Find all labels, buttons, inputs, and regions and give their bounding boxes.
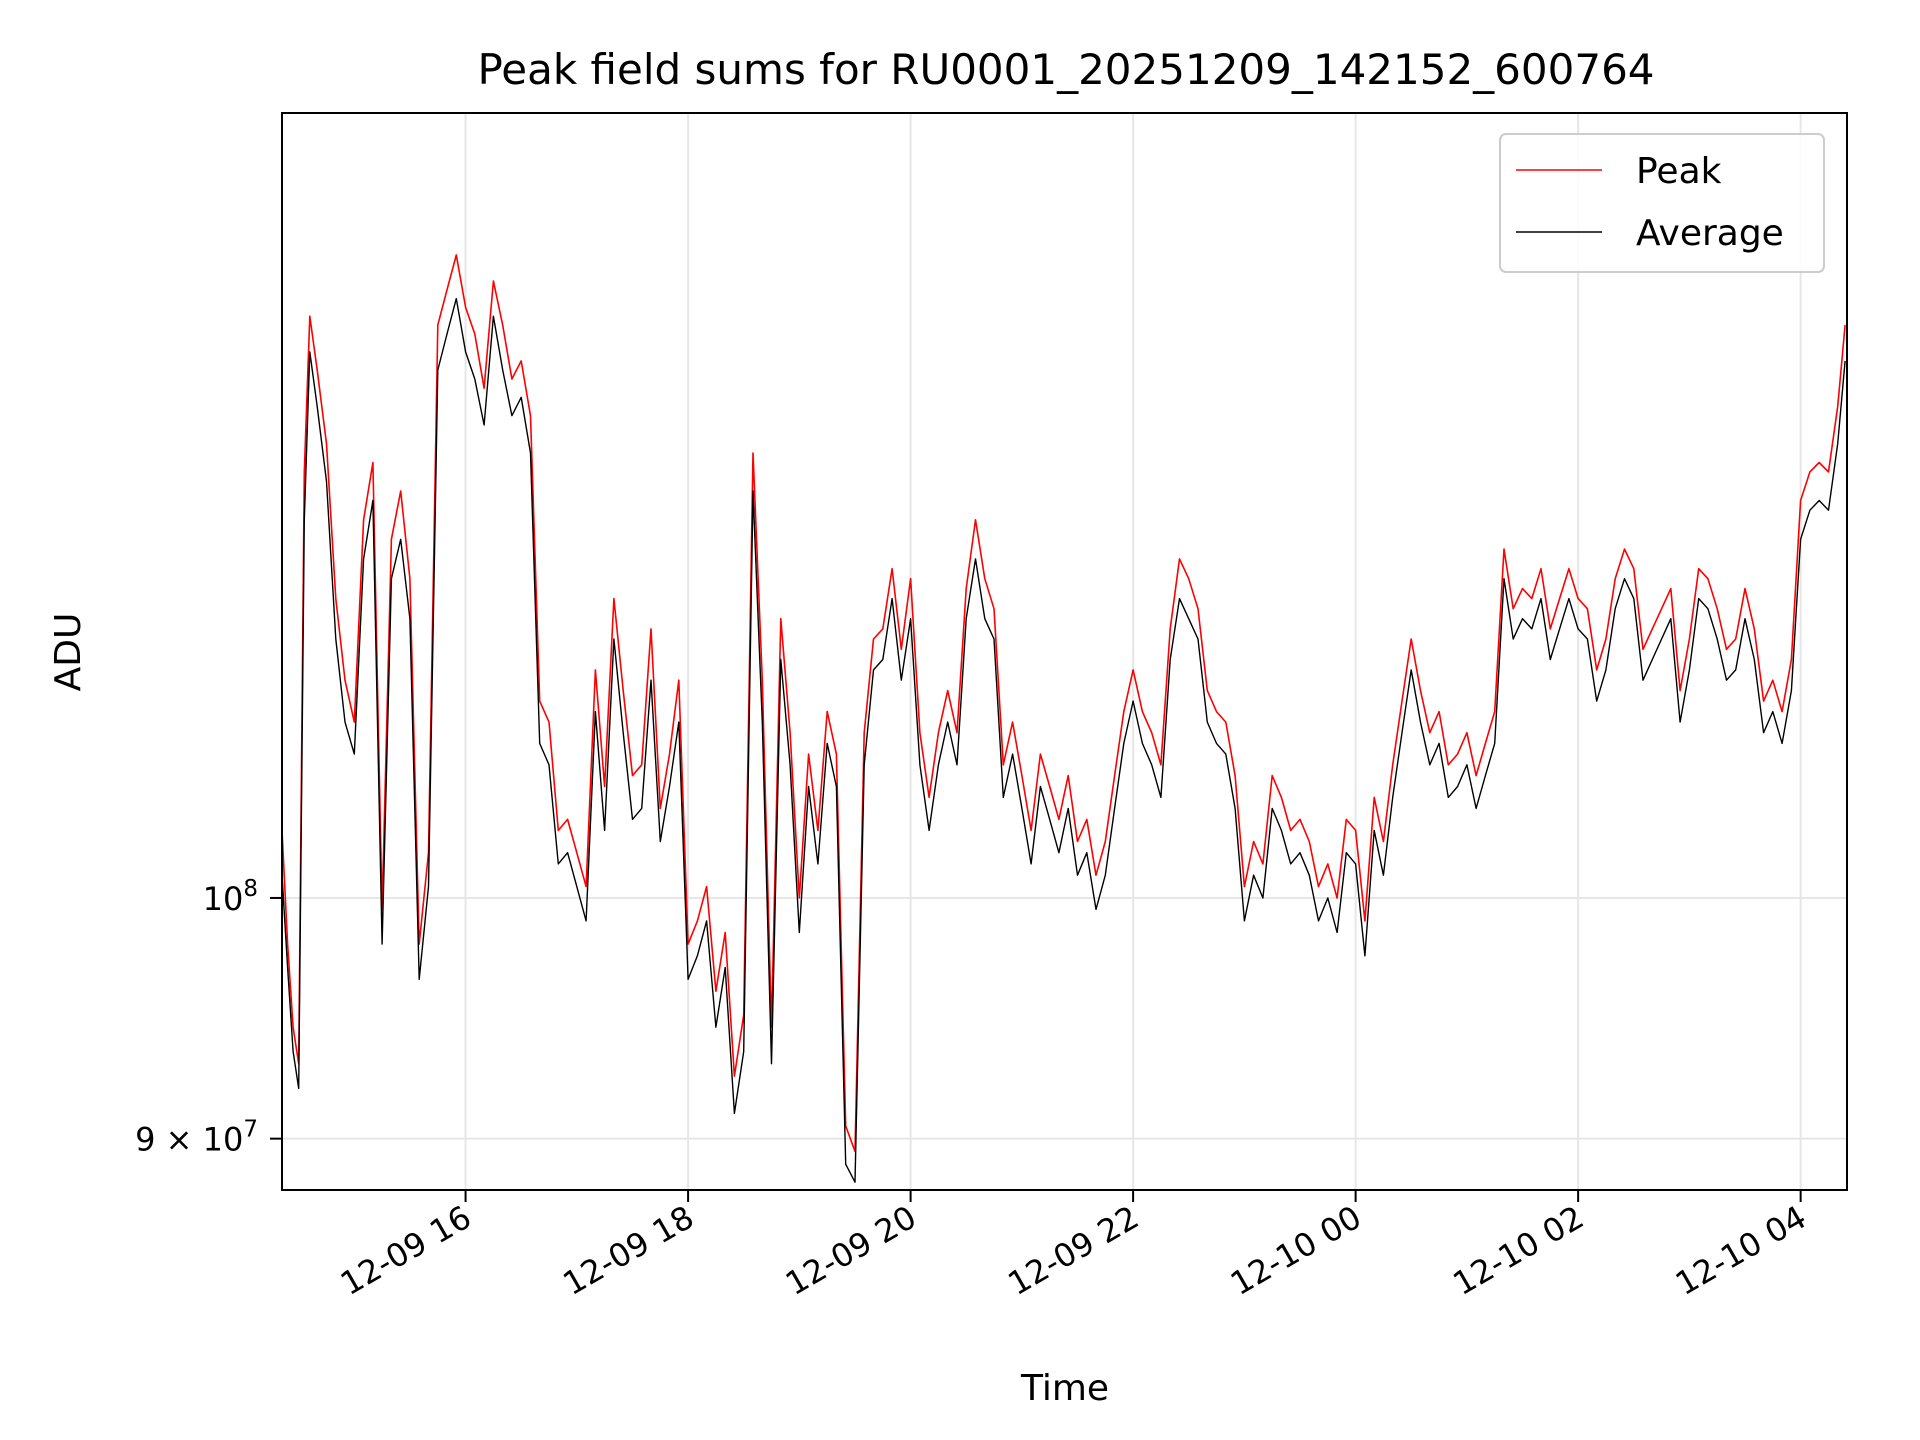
y-axis-label: ADU [48,613,89,692]
series-layer [281,254,1846,1183]
legend-label-average: Average [1636,213,1784,254]
y-axis: 9 × 107 108 [135,876,282,1159]
y-tick-label-1: 108 [203,876,258,918]
chart-title: Peak field sums for RU0001_20251209_1421… [477,45,1654,94]
legend-box [1499,133,1825,273]
legend-label-peak: Peak [1636,151,1722,192]
y-tick-label-0: 9 × 107 [135,1117,258,1159]
legend: Peak Average [1499,133,1825,273]
grid [282,113,1847,1190]
x-axis-label: Time [1020,1368,1109,1409]
plot-frame [281,112,1848,1191]
series-line-peak [281,254,1846,1153]
series-line-average [281,297,1846,1183]
